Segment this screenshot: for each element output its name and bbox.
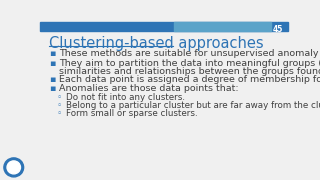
Text: ▪: ▪ [49,59,56,68]
Text: They aim to partition the data into meaningful groups (clusters) based on the: They aim to partition the data into mean… [59,59,320,68]
FancyBboxPatch shape [174,22,271,31]
Text: ◦: ◦ [57,93,62,102]
Text: ▪: ▪ [49,75,56,84]
Text: similarities and relationships between the groups found in the data.: similarities and relationships between t… [59,67,320,76]
Text: Each data point is assigned a degree of membership for each of the clusters.: Each data point is assigned a degree of … [59,75,320,84]
Text: Form small or sparse clusters.: Form small or sparse clusters. [66,109,198,118]
Text: These methods are suitable for unsupervised anomaly detection.: These methods are suitable for unsupervi… [59,49,320,58]
Text: ▪: ▪ [49,84,56,93]
Text: Do not fit into any clusters.: Do not fit into any clusters. [66,93,185,102]
Text: Clustering-based approaches: Clustering-based approaches [49,36,264,51]
Circle shape [7,161,20,174]
Text: ◦: ◦ [57,101,62,110]
Text: Belong to a particular cluster but are far away from the cluster centroid.: Belong to a particular cluster but are f… [66,101,320,110]
Text: Anomalies are those data points that:: Anomalies are those data points that: [59,84,238,93]
Text: 45: 45 [273,25,284,34]
Circle shape [4,158,24,177]
Text: ◦: ◦ [57,109,62,118]
FancyBboxPatch shape [40,22,288,31]
Text: ▪: ▪ [49,49,56,58]
